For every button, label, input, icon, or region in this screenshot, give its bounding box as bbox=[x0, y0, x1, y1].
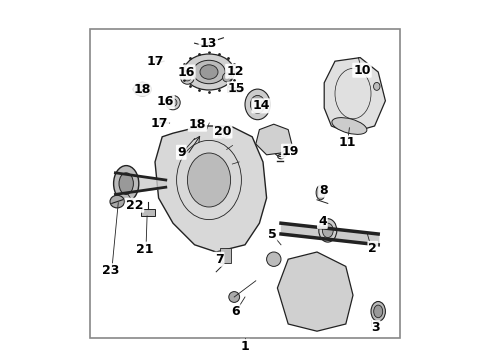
Ellipse shape bbox=[110, 195, 124, 208]
Text: 17: 17 bbox=[151, 117, 169, 130]
Text: 3: 3 bbox=[371, 321, 380, 334]
Ellipse shape bbox=[229, 292, 240, 302]
Polygon shape bbox=[277, 252, 353, 331]
Text: 17: 17 bbox=[147, 55, 165, 68]
Bar bbox=[227, 87, 242, 92]
Polygon shape bbox=[155, 126, 267, 252]
Bar bbox=[90, 29, 400, 338]
Ellipse shape bbox=[133, 82, 151, 96]
Text: 12: 12 bbox=[226, 65, 244, 78]
Text: 11: 11 bbox=[339, 136, 356, 149]
Text: 15: 15 bbox=[228, 82, 245, 95]
Text: 18: 18 bbox=[134, 83, 151, 96]
Text: 7: 7 bbox=[215, 253, 223, 266]
Ellipse shape bbox=[274, 142, 288, 157]
Text: 20: 20 bbox=[214, 125, 231, 138]
Bar bbox=[141, 209, 155, 216]
Ellipse shape bbox=[119, 173, 133, 194]
Ellipse shape bbox=[137, 85, 148, 94]
Ellipse shape bbox=[184, 54, 234, 90]
Text: 8: 8 bbox=[319, 184, 328, 197]
Ellipse shape bbox=[166, 95, 180, 110]
Text: 18: 18 bbox=[189, 118, 206, 131]
Ellipse shape bbox=[267, 252, 281, 266]
Text: 6: 6 bbox=[231, 305, 240, 318]
Ellipse shape bbox=[193, 60, 225, 84]
Polygon shape bbox=[256, 124, 292, 155]
Text: 10: 10 bbox=[353, 64, 371, 77]
Ellipse shape bbox=[319, 219, 337, 242]
Ellipse shape bbox=[322, 223, 333, 238]
Text: 4: 4 bbox=[318, 215, 327, 228]
Text: 22: 22 bbox=[126, 199, 143, 212]
Text: 5: 5 bbox=[268, 228, 276, 240]
Ellipse shape bbox=[294, 279, 304, 290]
Text: 23: 23 bbox=[102, 264, 120, 277]
Ellipse shape bbox=[332, 118, 367, 134]
Ellipse shape bbox=[373, 82, 380, 90]
Text: 16: 16 bbox=[177, 66, 195, 78]
Ellipse shape bbox=[371, 302, 386, 321]
Text: 14: 14 bbox=[252, 99, 270, 112]
Text: 1: 1 bbox=[241, 340, 249, 353]
Ellipse shape bbox=[187, 153, 231, 207]
Ellipse shape bbox=[316, 185, 325, 200]
Ellipse shape bbox=[250, 95, 265, 113]
Text: 9: 9 bbox=[177, 146, 186, 159]
Ellipse shape bbox=[193, 119, 204, 129]
Ellipse shape bbox=[180, 71, 194, 84]
Ellipse shape bbox=[374, 305, 383, 318]
Text: 2: 2 bbox=[368, 242, 377, 255]
Ellipse shape bbox=[169, 99, 177, 107]
Ellipse shape bbox=[218, 129, 229, 138]
Text: 13: 13 bbox=[199, 37, 217, 50]
Polygon shape bbox=[324, 58, 386, 133]
Ellipse shape bbox=[184, 74, 191, 81]
Ellipse shape bbox=[200, 65, 218, 79]
Ellipse shape bbox=[114, 166, 139, 202]
Bar bbox=[220, 248, 231, 263]
Ellipse shape bbox=[245, 89, 270, 120]
Ellipse shape bbox=[222, 73, 231, 82]
Text: 19: 19 bbox=[282, 145, 299, 158]
Ellipse shape bbox=[288, 274, 310, 295]
Text: 21: 21 bbox=[136, 243, 154, 256]
Text: 16: 16 bbox=[156, 95, 174, 108]
